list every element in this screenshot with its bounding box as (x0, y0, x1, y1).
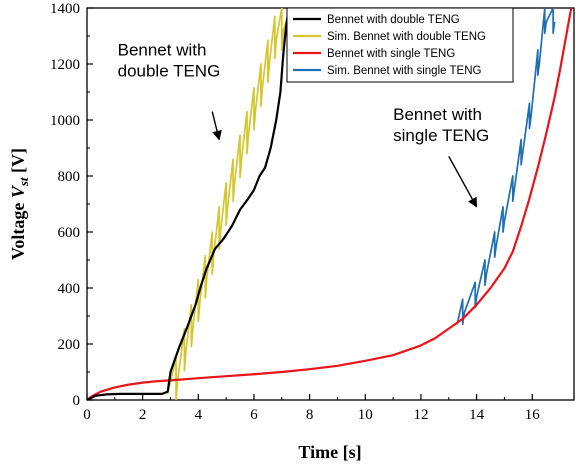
legend-box (286, 7, 514, 83)
y-tick-label: 0 (73, 393, 81, 409)
annotation-text: Bennet with single TENG (393, 105, 489, 145)
plot-area: 0 2 4 6 8 10 12 14 16 0200400600800100012001400 … (50, 1, 575, 423)
legend-entry-label: Bennet with double TENG (327, 14, 460, 26)
legend-entry-label: Sim. Bennet with double TENG (327, 31, 486, 43)
x-tick-label: 14 (469, 407, 485, 423)
x-axis-ticks: 0 2 4 6 8 10 12 14 16 (83, 394, 540, 423)
y-tick-label: 600 (58, 225, 81, 241)
annotation-arrow (448, 156, 478, 208)
annotations-layer: Bennet with double TENG Bennet with single … (118, 41, 489, 208)
x-tick-label: 2 (139, 407, 147, 423)
x-tick-label: 0 (83, 407, 91, 423)
legend-entry-label: Sim. Bennet with single TENG (327, 65, 482, 77)
x-tick-label: 6 (250, 407, 258, 423)
x-tick-label: 10 (358, 407, 373, 423)
annotation-arrow (211, 111, 222, 141)
legend: Bennet with double TENG Sim. Bennet with … (286, 7, 514, 83)
y-tick-label: 200 (58, 337, 81, 353)
legend-entry-label: Bennet with single TENG (327, 48, 455, 60)
y-tick-label: 1200 (50, 57, 80, 73)
x-tick-label: 8 (306, 407, 314, 423)
y-tick-label: 800 (58, 169, 81, 185)
series-line-0 (87, 8, 290, 400)
y-tick-label: 400 (58, 281, 81, 297)
x-tick-label: 12 (413, 407, 428, 423)
y-tick-label: 1400 (50, 1, 80, 17)
x-axis-title: Time [s] (298, 442, 361, 462)
x-tick-label: 4 (195, 407, 203, 423)
annotation-text: Bennet with double TENG (118, 41, 221, 81)
series-line-2 (87, 8, 573, 400)
series-layer (87, 8, 573, 400)
x-tick-label: 16 (525, 407, 541, 423)
y-tick-label: 1000 (50, 113, 80, 129)
series-line-3 (456, 8, 556, 326)
y-axis-title: Voltage Vst [V] (8, 148, 31, 260)
y-axis-ticks: 0 200 400 600 800 1000 1200 1400 (50, 1, 93, 409)
